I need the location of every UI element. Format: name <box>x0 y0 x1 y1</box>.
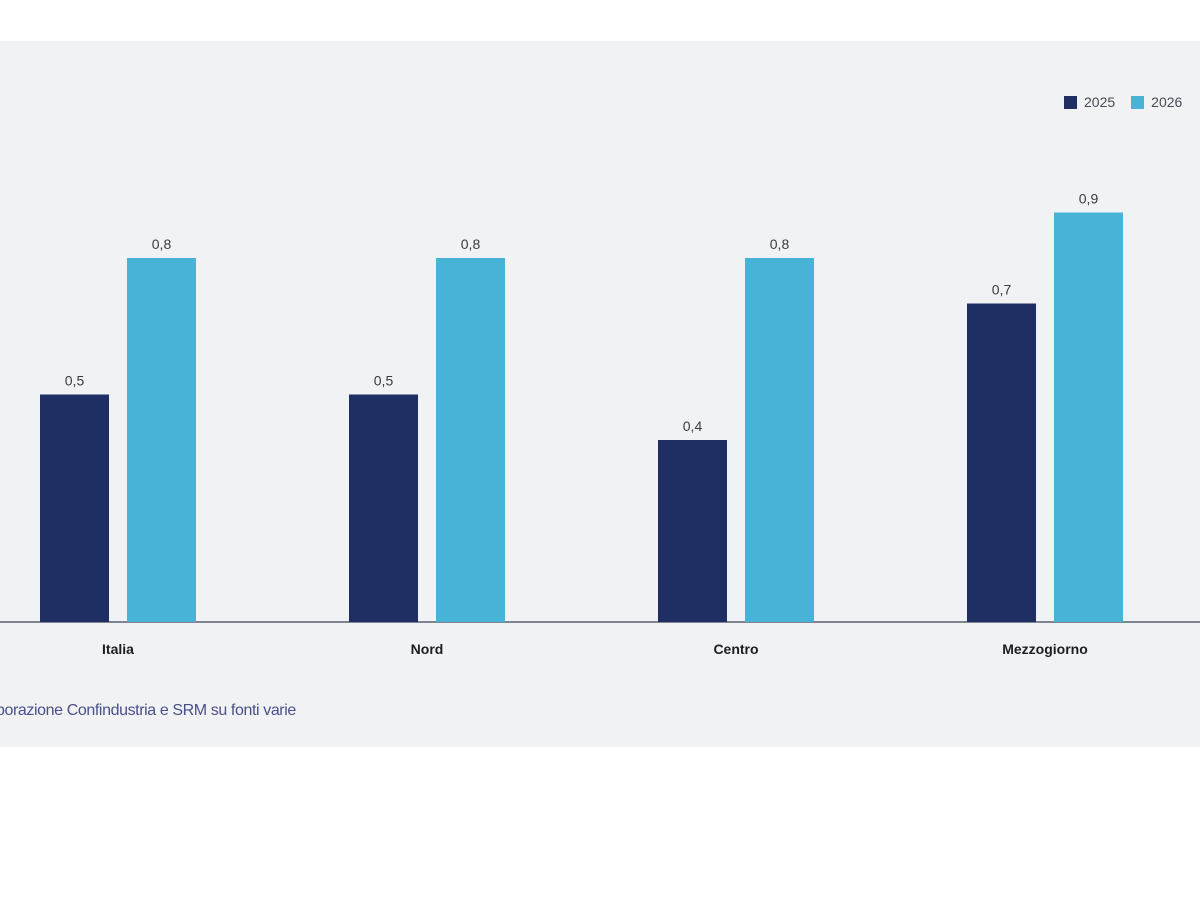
category-label-italia: Italia <box>102 641 134 657</box>
value-label-centro-2025: 0,4 <box>683 418 703 434</box>
bar-mezzogiorno-2025 <box>967 303 1036 622</box>
bar-mezzogiorno-2026 <box>1054 212 1123 622</box>
bar-italia-2026 <box>127 258 196 622</box>
source-note: borazione Confindustria e SRM su fonti v… <box>0 702 296 719</box>
bar-centro-2026 <box>745 258 814 622</box>
bar-nord-2025 <box>349 394 418 622</box>
legend-swatch-2025 <box>1064 95 1077 109</box>
value-label-centro-2026: 0,8 <box>770 236 790 252</box>
bar-nord-2026 <box>436 258 505 622</box>
chart-legend: 2025 2026 <box>1064 94 1198 110</box>
category-label-centro: Centro <box>713 641 758 657</box>
category-label-nord: Nord <box>411 641 444 657</box>
legend-item-2025: 2025 <box>1064 94 1115 110</box>
legend-swatch-2026 <box>1131 95 1145 109</box>
value-label-nord-2026: 0,8 <box>461 236 481 252</box>
bar-centro-2025 <box>658 440 727 622</box>
chart-panel: 2025 2026 0,5 0,8 Italia 0,5 0,8 Nord 0,4 0,8 Ce… <box>0 41 1200 747</box>
bar-italia-2025 <box>40 394 109 622</box>
value-label-mezzogiorno-2025: 0,7 <box>992 282 1012 298</box>
category-label-mezzogiorno: Mezzogiorno <box>1002 641 1088 657</box>
bar-chart: 0,5 0,8 Italia 0,5 0,8 Nord 0,4 0,8 Centro 0,7 0,9… <box>0 191 1200 657</box>
value-label-italia-2026: 0,8 <box>152 236 172 252</box>
legend-item-2026: 2026 <box>1131 94 1182 110</box>
value-label-italia-2025: 0,5 <box>65 373 85 389</box>
legend-label-2025: 2025 <box>1084 94 1116 110</box>
value-label-nord-2025: 0,5 <box>374 373 394 389</box>
legend-label-2026: 2026 <box>1151 94 1183 110</box>
value-label-mezzogiorno-2026: 0,9 <box>1079 191 1099 207</box>
